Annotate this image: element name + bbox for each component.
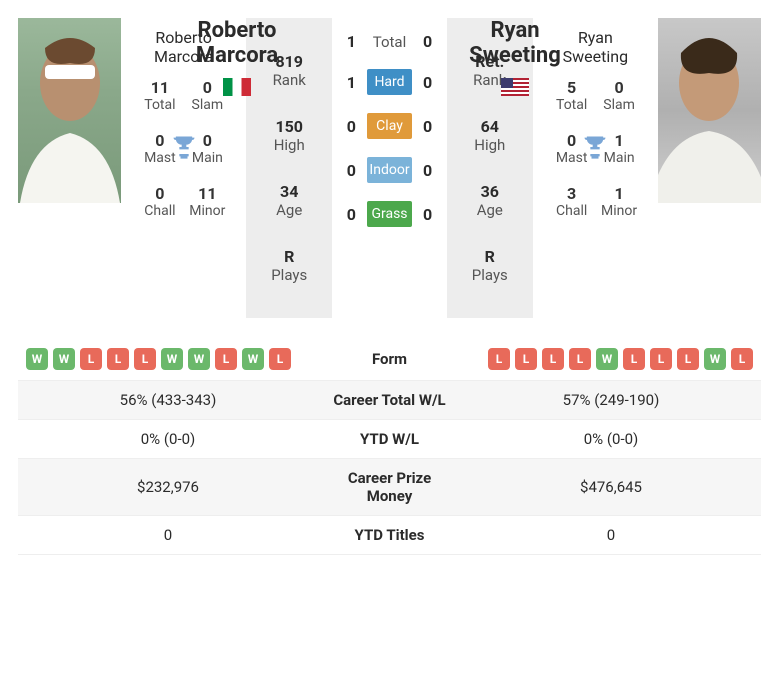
- p2-plays: RPlays: [453, 247, 527, 284]
- player1-name-small[interactable]: Roberto Marcora: [136, 28, 231, 66]
- h2h-total-label: Total: [361, 33, 417, 51]
- p2-rank: Ret.Rank: [453, 52, 527, 89]
- h2h-column: 1 Total 0 1 Hard 0 0 Clay 0 0 Indoor 0 0: [341, 18, 437, 318]
- h2h-p1-total: 1: [341, 32, 361, 51]
- p1-total-titles: 11Total: [136, 78, 183, 113]
- p1-minor-titles: 11Minor: [184, 184, 231, 219]
- form-row: WWLLLWWLWL Form LLLLWLLLWL: [18, 338, 761, 381]
- form-pill-w[interactable]: W: [161, 348, 183, 370]
- player2-titles-card: Ryan Sweeting 5Total 0Slam 0Mast 1Main 3…: [542, 18, 649, 318]
- surface-hard[interactable]: Hard: [367, 69, 411, 95]
- form-pill-l[interactable]: L: [623, 348, 645, 370]
- player2-stat-card: Ret.Rank 64High 36Age RPlays: [447, 18, 533, 318]
- form-pill-w[interactable]: W: [242, 348, 264, 370]
- form-pill-l[interactable]: L: [80, 348, 102, 370]
- surface-indoor[interactable]: Indoor: [367, 157, 411, 183]
- form-pill-w[interactable]: W: [53, 348, 75, 370]
- player1-form: WWLLLWWLWL: [26, 348, 310, 370]
- player2-form: LLLLWLLLWL: [469, 348, 753, 370]
- form-label: Form: [318, 338, 461, 381]
- form-pill-w[interactable]: W: [188, 348, 210, 370]
- surface-clay[interactable]: Clay: [367, 113, 411, 139]
- form-pill-l[interactable]: L: [134, 348, 156, 370]
- p1-slam-titles: 0Slam: [184, 78, 231, 113]
- p1-rank: 819Rank: [252, 52, 326, 89]
- player1-stat-card: 819Rank 150High 34Age RPlays: [246, 18, 332, 318]
- prize-row: $232,976 Career Prize Money $476,645: [18, 459, 761, 516]
- form-pill-l[interactable]: L: [569, 348, 591, 370]
- comparison-table: WWLLLWWLWL Form LLLLWLLLWL 56% (433-343)…: [18, 338, 761, 555]
- player2-name-small[interactable]: Ryan Sweeting: [548, 28, 643, 66]
- career-wl-row: 56% (433-343) Career Total W/L 57% (249-…: [18, 381, 761, 420]
- top-row: Roberto Marcora 11Total 0Slam 0Mast 0Mai…: [18, 18, 761, 318]
- player1-titles-card: Roberto Marcora 11Total 0Slam 0Mast 0Mai…: [130, 18, 237, 318]
- p2-minor-titles: 1Minor: [595, 184, 642, 219]
- p2-chall-titles: 3Chall: [548, 184, 595, 219]
- form-pill-l[interactable]: L: [488, 348, 510, 370]
- h2h-grass-row: 0 Grass 0: [341, 201, 437, 227]
- trophy-icon: [581, 133, 609, 165]
- form-pill-l[interactable]: L: [677, 348, 699, 370]
- trophy-icon: [170, 133, 198, 165]
- p2-total-titles: 5Total: [548, 78, 595, 113]
- player2-silhouette: [658, 23, 761, 203]
- ytd-wl-row: 0% (0-0) YTD W/L 0% (0-0): [18, 420, 761, 459]
- form-pill-w[interactable]: W: [26, 348, 48, 370]
- h2h-container: Roberto Marcora 11Total 0Slam 0Mast 0Mai…: [0, 0, 779, 573]
- player1-header: [252, 32, 326, 38]
- form-pill-l[interactable]: L: [215, 348, 237, 370]
- p1-high: 150High: [252, 117, 326, 154]
- player1-titles-grid: 11Total 0Slam 0Mast 0Main 0Chall 11Minor: [136, 78, 231, 219]
- ytd-titles-row: 0 YTD Titles 0: [18, 516, 761, 555]
- h2h-indoor-row: 0 Indoor 0: [341, 157, 437, 183]
- h2h-total-row: 1 Total 0: [341, 32, 437, 51]
- p1-plays: RPlays: [252, 247, 326, 284]
- form-pill-l[interactable]: L: [269, 348, 291, 370]
- form-pill-l[interactable]: L: [542, 348, 564, 370]
- form-pill-l[interactable]: L: [515, 348, 537, 370]
- p1-chall-titles: 0Chall: [136, 184, 183, 219]
- form-pill-l[interactable]: L: [107, 348, 129, 370]
- p2-age: 36Age: [453, 182, 527, 219]
- player2-titles-grid: 5Total 0Slam 0Mast 1Main 3Chall 1Minor: [548, 78, 643, 219]
- h2h-hard-row: 1 Hard 0: [341, 69, 437, 95]
- form-pill-w[interactable]: W: [596, 348, 618, 370]
- player1-photo: [18, 18, 121, 203]
- p2-high: 64High: [453, 117, 527, 154]
- form-pill-w[interactable]: W: [704, 348, 726, 370]
- surface-grass[interactable]: Grass: [367, 201, 411, 227]
- player2-photo: [658, 18, 761, 203]
- h2h-p2-total: 0: [418, 32, 438, 51]
- p2-slam-titles: 0Slam: [595, 78, 642, 113]
- player1-silhouette: [18, 23, 121, 203]
- form-pill-l[interactable]: L: [650, 348, 672, 370]
- p1-age: 34Age: [252, 182, 326, 219]
- h2h-clay-row: 0 Clay 0: [341, 113, 437, 139]
- form-pill-l[interactable]: L: [731, 348, 753, 370]
